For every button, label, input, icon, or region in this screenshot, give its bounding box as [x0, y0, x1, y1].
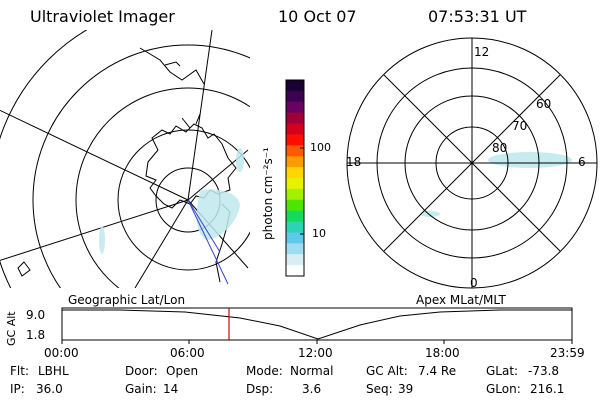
- colorbar-cell: [286, 123, 304, 135]
- colorbar-tick: 10: [312, 227, 326, 240]
- gain-value: 14: [163, 382, 179, 396]
- latitude-ring: [32, 44, 250, 288]
- mlat-label: 80: [492, 141, 508, 155]
- timeline-x-tick: 12:00: [298, 346, 333, 360]
- latitude-ring: [75, 87, 250, 288]
- coastline: [181, 113, 201, 129]
- mlt-line: [383, 74, 561, 252]
- colorbar-cell: [286, 101, 304, 114]
- meridian-line: [0, 109, 189, 201]
- colorbar-cell: [286, 80, 304, 92]
- ip-key: IP:: [10, 382, 25, 396]
- timeline-axis-label: GC Alt: [5, 311, 18, 346]
- glat-key: GLat:: [486, 364, 519, 378]
- gcalt-key: GC Alt:: [366, 364, 408, 378]
- altitude-curve: [62, 309, 572, 340]
- glat-value: -73.8: [528, 364, 560, 378]
- coastline: [17, 261, 31, 277]
- ip-value: 36.0: [36, 382, 63, 396]
- colorbar-cell: [286, 221, 304, 233]
- dsp-key: Dsp:: [246, 382, 274, 396]
- colorbar-label: photon cm⁻²s⁻¹: [261, 147, 275, 240]
- mlat-label: 70: [512, 119, 528, 133]
- colorbar-cell: [286, 188, 304, 201]
- colorbar-cell: [286, 232, 304, 244]
- colorbar-cell: [286, 167, 304, 179]
- seq-value: 39: [398, 382, 414, 396]
- dsp-value: 3.6: [302, 382, 322, 396]
- aurora-emission: [488, 152, 572, 168]
- timeline-x-tick: 23:59: [550, 346, 585, 360]
- colorbar-cell: [286, 145, 304, 157]
- coastline: [164, 61, 181, 67]
- timeline-x-tick: 18:00: [425, 346, 460, 360]
- colorbar-cell: [286, 134, 304, 146]
- colorbar-cell: [286, 265, 304, 277]
- timeline-x-tick: 06:00: [170, 346, 205, 360]
- glon-value: 216.1: [530, 382, 565, 396]
- timeline-left-label: Geographic Lat/Lon: [68, 293, 186, 307]
- flt-key: Flt:: [10, 364, 29, 378]
- colorbar-cell: [286, 90, 304, 103]
- colorbar-cell: [286, 178, 304, 190]
- aurora-emission: [420, 211, 440, 217]
- timeline-y-tick: 9.0: [26, 308, 46, 322]
- gain-key: Gain:: [125, 382, 157, 396]
- aurora-emission: [99, 148, 244, 254]
- meridian-line: [0, 199, 189, 261]
- colorbar: [285, 79, 305, 277]
- flt-value: LBHL: [38, 364, 69, 378]
- mlt-label-noon: 12: [474, 45, 490, 59]
- glon-key: GLon:: [486, 382, 521, 396]
- polar-plot: [346, 37, 598, 289]
- mode-value: Normal: [290, 364, 334, 378]
- colorbar-tick: 100: [310, 141, 331, 154]
- time-label: 07:53:31 UT: [428, 7, 527, 26]
- colorbar-cell: [286, 210, 304, 223]
- timeline-right-label: Apex MLat/MLT: [416, 293, 506, 307]
- meridian-line: [134, 199, 189, 288]
- satellite-track: [187, 199, 229, 285]
- date-label: 10 Oct 07: [278, 7, 357, 26]
- mode-key: Mode:: [246, 364, 283, 378]
- timeline-panel: [61, 307, 573, 344]
- mlt-label-dawn: 6: [578, 155, 586, 169]
- coastline: [139, 47, 205, 85]
- mlt-label-midnight: 0: [470, 276, 478, 290]
- colorbar-cell: [286, 112, 304, 125]
- colorbar-cell: [286, 254, 304, 266]
- mlt-label-dusk: 18: [346, 155, 362, 169]
- gcalt-value: 7.4 Re: [418, 364, 457, 378]
- seq-key: Seq:: [366, 382, 393, 396]
- timeline-y-tick: 1.8: [26, 328, 46, 342]
- colorbar-cell: [286, 156, 304, 168]
- app-title: Ultraviolet Imager: [30, 7, 175, 26]
- door-key: Door:: [125, 364, 158, 378]
- door-value: Open: [166, 364, 199, 378]
- colorbar-cell: [286, 199, 304, 212]
- coastline: [145, 123, 237, 209]
- colorbar-cell: [286, 243, 304, 255]
- geographic-map: [0, 30, 250, 288]
- timeline-x-tick: 00:00: [44, 346, 79, 360]
- mlat-label: 60: [536, 97, 552, 111]
